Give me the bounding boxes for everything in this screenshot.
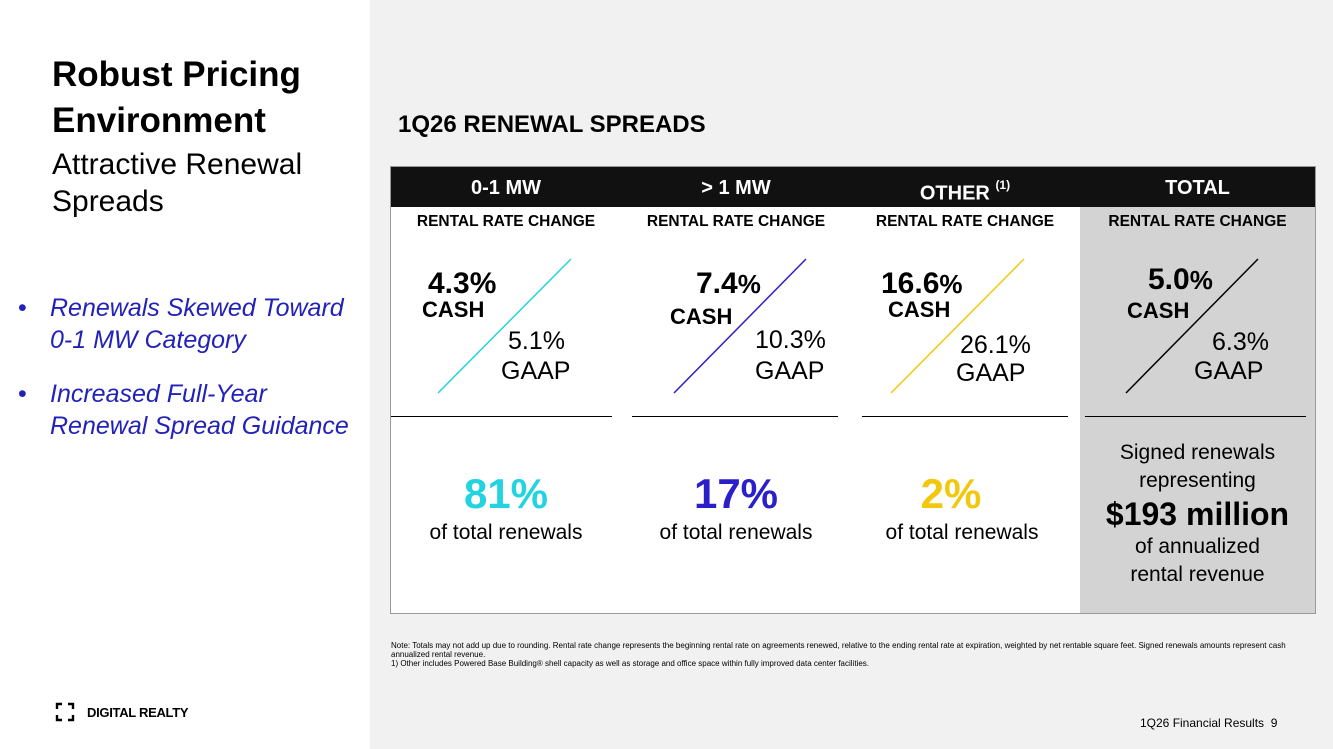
gaap-label: GAAP <box>501 357 571 385</box>
section-title: 1Q26 RENEWAL SPREADS <box>398 111 706 138</box>
cash-number: 4.3 <box>428 267 470 300</box>
sub-header: RENTAL RATE CHANGE <box>1108 213 1287 230</box>
percent-sign: % <box>737 269 761 299</box>
share-caption: of total renewals <box>885 521 1039 544</box>
diagonal-line-0-1mw <box>437 258 572 394</box>
cash-value: 7.4% <box>696 267 761 301</box>
share-caption: of total renewals <box>659 521 813 544</box>
bullet-item: • Renewals Skewed Toward 0-1 MW Category <box>18 292 370 356</box>
diagonal-line-total <box>1125 258 1259 394</box>
gaap-label: GAAP <box>956 359 1026 387</box>
cash-label: CASH <box>888 297 951 322</box>
footer-text: 1Q26 Financial Results <box>1140 716 1265 730</box>
cash-value: 5.0% <box>1148 263 1213 297</box>
row-divider <box>632 416 838 417</box>
share-caption: of total renewals <box>429 521 583 544</box>
cash-value: 4.3% <box>428 267 496 301</box>
column-header-0-1mw: 0-1 MW <box>391 167 621 207</box>
gaap-value: 10.3% <box>755 326 826 354</box>
total-summary-line: representing <box>1139 469 1256 492</box>
cash-number: 16.6 <box>881 267 940 300</box>
left-panel: Robust Pricing Environment Attractive Re… <box>0 0 370 749</box>
total-amount: $193 million <box>1105 496 1290 532</box>
footnote-ref: (1) <box>995 178 1011 192</box>
column-header-label: > 1 MW <box>701 177 771 199</box>
table-header-bar <box>391 167 1315 207</box>
column-header-label: 0-1 MW <box>471 177 541 199</box>
total-summary-line: of annualized <box>1135 535 1260 558</box>
column-header-other: OTHER (1) <box>851 167 1079 207</box>
total-column-background <box>1080 207 1315 613</box>
cash-label: CASH <box>1127 298 1190 323</box>
bullet-text: Renewals Skewed Toward 0-1 MW Category <box>50 294 344 354</box>
page-subtitle: Attractive Renewal Spreads <box>52 148 303 218</box>
gaap-value: 5.1% <box>508 327 565 355</box>
company-logo: DIGITAL REALTY <box>55 702 189 722</box>
bullet-item: • Increased Full-Year Renewal Spread Gui… <box>18 378 370 442</box>
gaap-value: 26.1% <box>960 331 1031 359</box>
page-title: Robust Pricing Environment <box>52 55 301 140</box>
sub-header: RENTAL RATE CHANGE <box>646 213 826 230</box>
cash-label: CASH <box>670 304 733 329</box>
column-header-gt-1mw: > 1 MW <box>621 167 851 207</box>
cash-value: 16.6% <box>881 267 963 301</box>
percent-sign: % <box>939 269 963 299</box>
footnote-line: 1) Other includes Powered Base Building®… <box>391 659 869 668</box>
gaap-label: GAAP <box>1194 357 1264 385</box>
footnote-line: Note: Totals may not add up due to round… <box>391 641 1286 659</box>
sub-header: RENTAL RATE CHANGE <box>875 213 1055 230</box>
share-percent-gt-1mw: 17% <box>693 470 779 517</box>
share-percent-0-1mw: 81% <box>463 470 549 517</box>
page-footer: 1Q26 Financial Results 9 <box>1140 716 1277 730</box>
diagonal-line-other <box>890 258 1025 394</box>
column-header-total: TOTAL <box>1080 167 1315 207</box>
row-divider <box>1085 416 1306 417</box>
row-divider <box>862 416 1068 417</box>
bullet-dot-icon: • <box>18 380 27 408</box>
total-summary-line: Signed renewals <box>1119 441 1276 464</box>
footnote: Note: Totals may not add up due to round… <box>391 641 1311 668</box>
cash-label: CASH <box>422 297 485 322</box>
bullet-list: • Renewals Skewed Toward 0-1 MW Category… <box>18 292 370 464</box>
bullet-dot-icon: • <box>18 294 27 322</box>
cash-number: 5.0 <box>1148 263 1190 296</box>
digital-realty-logo-icon <box>55 702 75 722</box>
column-header-label: OTHER <box>919 182 990 205</box>
gaap-label: GAAP <box>755 357 825 385</box>
percent-sign: % <box>1189 265 1213 295</box>
total-summary: Signed renewals representing $193 millio… <box>1080 439 1315 589</box>
column-header-label: TOTAL <box>1165 177 1230 199</box>
logo-text: DIGITAL REALTY <box>87 704 189 720</box>
share-percent-other: 2% <box>920 470 982 517</box>
cash-number: 7.4 <box>696 267 738 300</box>
diagonal-dividers <box>437 258 1259 394</box>
renewal-spreads-table: 0-1 MW > 1 MW OTHER (1) TOTAL RENTAL RAT… <box>390 166 1316 614</box>
row-divider <box>391 416 612 417</box>
percent-sign: % <box>469 267 497 300</box>
page-number: 9 <box>1270 716 1278 730</box>
diagonal-line-gt-1mw <box>673 258 807 394</box>
gaap-value: 6.3% <box>1212 328 1269 356</box>
bullet-text: Increased Full-Year Renewal Spread Guida… <box>50 380 349 440</box>
sub-header: RENTAL RATE CHANGE <box>416 213 596 230</box>
total-summary-line: rental revenue <box>1130 563 1265 586</box>
